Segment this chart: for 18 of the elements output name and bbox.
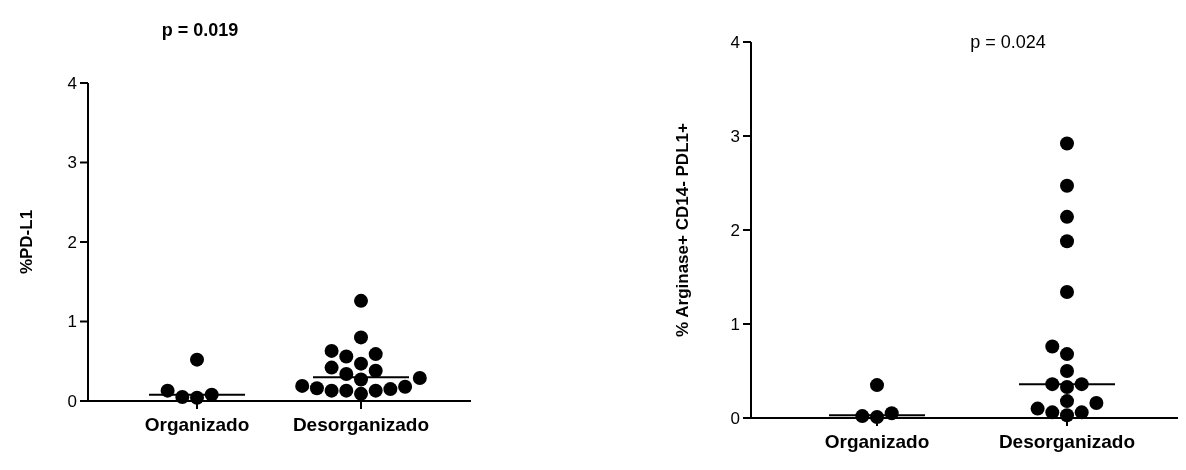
y-tick-label: 1: [730, 314, 740, 334]
chart-title: p = 0.024: [970, 32, 1046, 52]
y-tick-label: 0: [67, 391, 77, 411]
y-tick-label: 1: [67, 312, 77, 332]
y-tick-label: 2: [730, 220, 740, 240]
x-tick-label: Desorganizado: [998, 431, 1136, 452]
y-axis-title: % Arginase+ CD14- PDL1+: [673, 123, 692, 337]
y-tick-label: 4: [730, 32, 740, 52]
y-tick-label: 0: [730, 408, 740, 428]
y-tick-label: 3: [67, 153, 77, 173]
y-axis-title: %PD-L1: [17, 209, 36, 275]
chart-title: p = 0.019: [161, 20, 239, 40]
y-tick-label: 3: [730, 126, 740, 146]
x-tick-label: Organizado: [824, 431, 930, 452]
x-tick-label: Desorganizado: [292, 414, 430, 435]
x-tick-label: Organizado: [144, 414, 250, 435]
y-tick-label: 2: [67, 232, 77, 252]
y-tick-label: 4: [67, 73, 77, 93]
